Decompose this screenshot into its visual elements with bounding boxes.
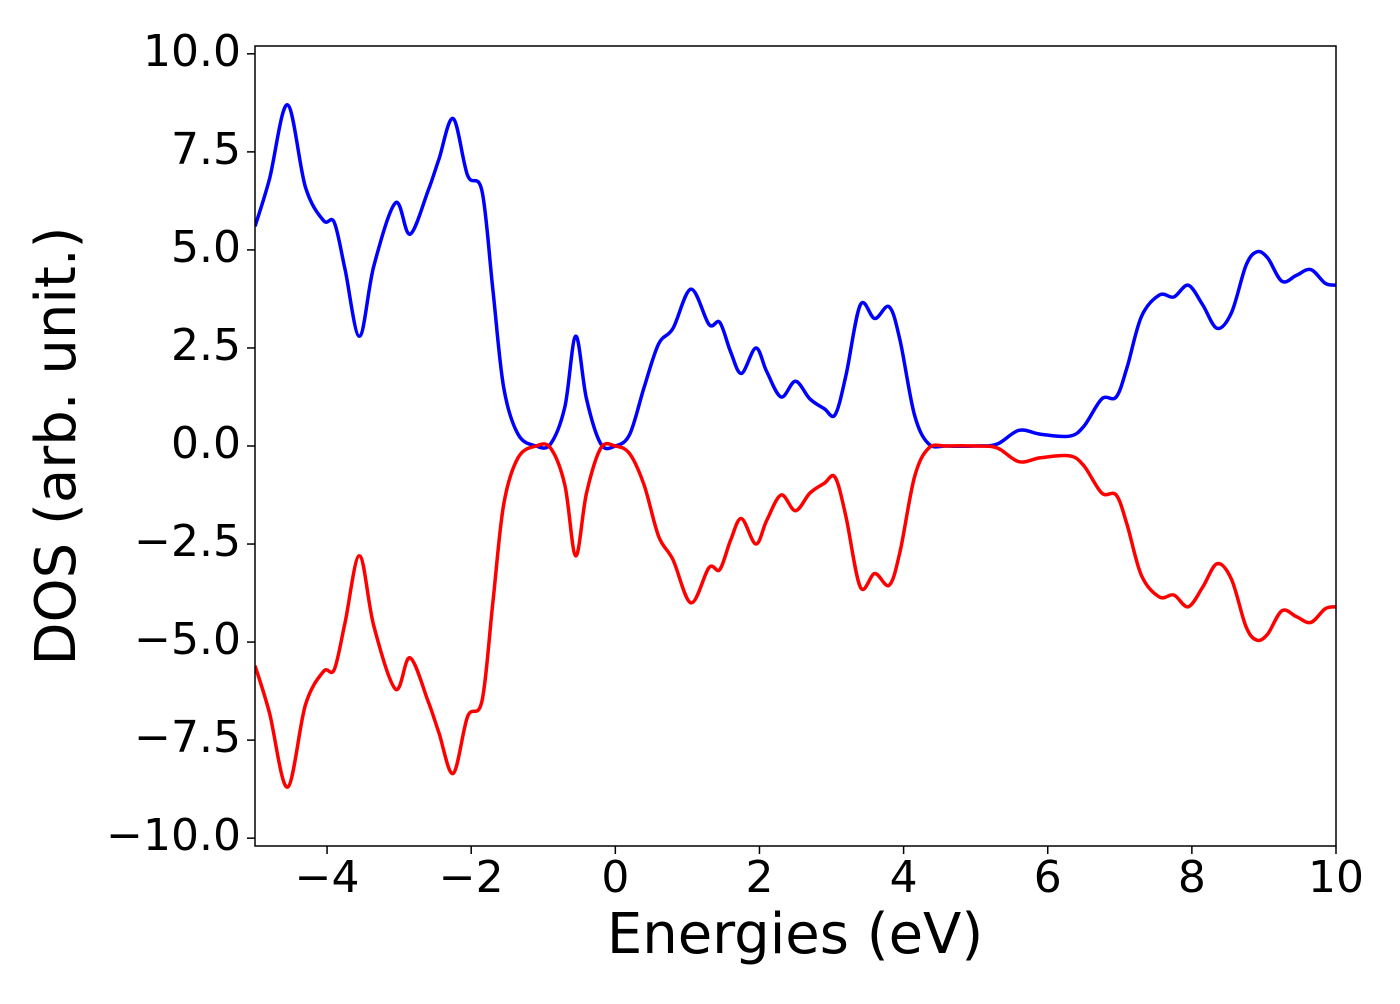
plot-frame <box>254 45 1337 847</box>
x-tick-label: 8 <box>1178 852 1206 903</box>
x-tick-label: −4 <box>295 852 360 903</box>
y-tick-label: −10.0 <box>106 810 241 861</box>
y-tick-label: −2.5 <box>134 516 241 567</box>
y-tick-label: 7.5 <box>171 124 241 175</box>
x-tick-label: 10 <box>1308 852 1364 903</box>
y-tick-label: −5.0 <box>134 614 241 665</box>
x-tick-label: −2 <box>439 852 504 903</box>
x-tick-label: 6 <box>1034 852 1062 903</box>
line-series <box>255 441 1336 789</box>
y-tick-label: −7.5 <box>134 712 241 763</box>
x-tick-label: 4 <box>890 852 918 903</box>
x-axis-label: Energies (eV) <box>607 902 983 967</box>
x-tick-label: 2 <box>745 852 773 903</box>
y-tick-label: 10.0 <box>143 26 241 77</box>
y-tick-label: 0.0 <box>171 418 241 469</box>
y-axis-label: DOS (arb. unit.) <box>24 226 89 665</box>
line-series <box>255 103 1336 451</box>
x-tick-label: 0 <box>601 852 629 903</box>
y-tick-label: 5.0 <box>171 222 241 273</box>
y-tick-label: 2.5 <box>171 320 241 371</box>
